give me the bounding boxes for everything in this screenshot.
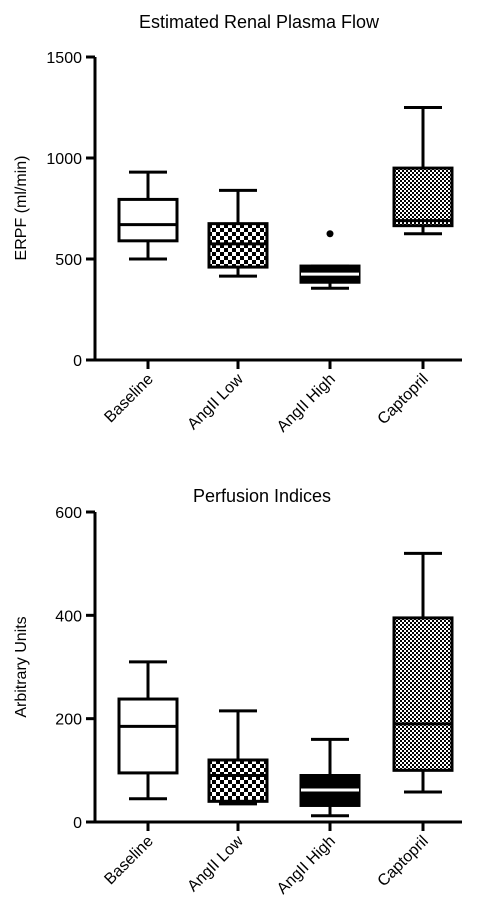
box (117, 697, 179, 775)
box (392, 166, 454, 228)
x-tick-label: Baseline (101, 371, 156, 426)
x-tick-label: Baseline (101, 833, 156, 888)
chart-title: Estimated Renal Plasma Flow (139, 12, 380, 32)
y-axis-label: ERPF (ml/min) (13, 156, 30, 261)
y-tick-label: 1000 (46, 151, 82, 168)
chart-perfusion: Perfusion Indices Arbitrary Units 0 200 40… (13, 486, 462, 898)
y-tick-label: 0 (73, 353, 82, 370)
x-tick-label: Captopril (375, 371, 432, 428)
x-tick-label: AngII High (274, 833, 339, 898)
plot-area: 0 200 400 600 Baseline AngII Low AngII High Cap… (55, 505, 462, 898)
box (207, 758, 269, 803)
y-tick-label: 400 (55, 608, 82, 625)
y-tick-label: 500 (55, 252, 82, 269)
box (392, 616, 454, 772)
x-tick-label: AngII High (274, 371, 339, 436)
y-tick-label: 600 (55, 505, 82, 522)
y-tick-label: 1500 (46, 50, 82, 67)
x-tick-label: AngII Low (184, 832, 247, 895)
y-tick-label: 200 (55, 712, 82, 729)
outlier-point (326, 230, 334, 238)
box (207, 222, 269, 269)
x-tick-label: AngII Low (184, 370, 247, 433)
chart-title: Perfusion Indices (193, 486, 331, 506)
plot-area: 0 500 1000 1500 Baseline AngII Low AngII High C… (46, 50, 462, 436)
y-axis-label: Arbitrary Units (13, 616, 30, 717)
box (117, 197, 179, 243)
x-tick-label: Captopril (375, 833, 432, 890)
chart-erpf: Estimated Renal Plasma Flow ERPF (ml/min… (13, 12, 462, 436)
y-tick-label: 0 (73, 815, 82, 832)
